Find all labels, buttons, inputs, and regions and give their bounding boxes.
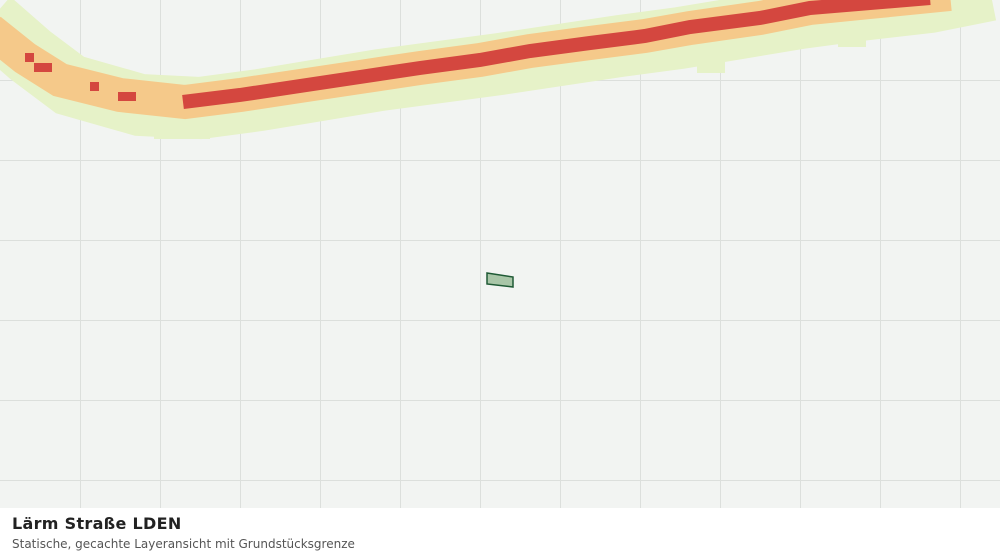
legend-footer: Lärm Straße LDEN Statische, gecachte Lay… bbox=[0, 508, 1000, 560]
noise-cell-high bbox=[25, 53, 34, 62]
noise-layer bbox=[0, 0, 997, 140]
noise-cell-low bbox=[838, 28, 866, 47]
noise-cell-high bbox=[90, 82, 99, 91]
noise-band-high bbox=[182, 0, 931, 109]
noise-cell-high bbox=[34, 63, 52, 72]
layer-title: Lärm Straße LDEN bbox=[12, 514, 182, 533]
layer-subtitle: Statische, gecachte Layeransicht mit Gru… bbox=[12, 537, 355, 551]
parcel-boundary bbox=[486, 272, 514, 288]
map bbox=[0, 0, 1000, 508]
noise-cell-low bbox=[154, 120, 210, 139]
noise-cell-high bbox=[118, 92, 136, 101]
noise-cell-low bbox=[697, 45, 725, 73]
